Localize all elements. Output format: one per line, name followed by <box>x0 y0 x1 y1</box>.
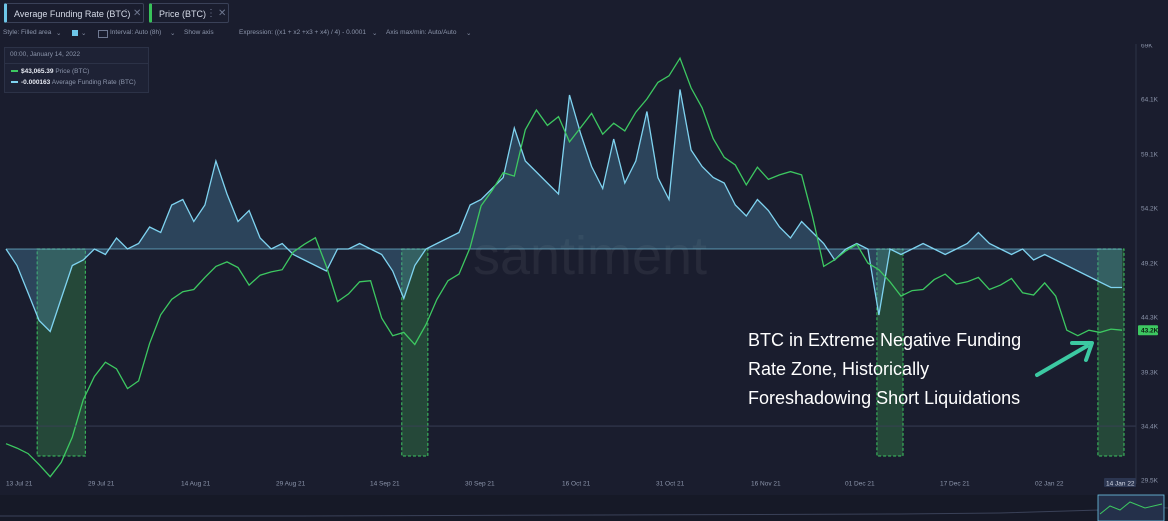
x-tick-label: 16 Oct 21 <box>562 481 591 488</box>
y-tick-label: 69K <box>1141 44 1153 50</box>
legend-funding-label: Average Funding Rate (BTC) <box>51 79 136 86</box>
y-tick-label: 34.4K <box>1141 424 1159 431</box>
y-tick-label: 49.2K <box>1141 261 1159 268</box>
more-icon[interactable]: ⋮ <box>206 8 216 19</box>
close-icon[interactable]: ✕ <box>218 8 227 19</box>
highlight-zone <box>401 248 429 457</box>
more-icon[interactable]: ⋮ <box>121 8 131 19</box>
y-tick-label: 29.5K <box>1141 478 1159 485</box>
x-tick-label: 16 Nov 21 <box>751 481 781 488</box>
x-tick-label: 13 Jul 21 <box>6 481 33 488</box>
show-axis-toggle[interactable]: Show axis <box>184 29 214 36</box>
tab-average-funding-rate[interactable]: Average Funding Rate (BTC) ⋮ ✕ <box>4 3 144 23</box>
legend-price-value: $43,065.39 <box>21 68 54 75</box>
settings-toolbar: Style: Filled area ⌄ ⌄ Interval: Auto (8… <box>0 27 1168 41</box>
x-tick-label: 02 Jan 22 <box>1035 481 1064 488</box>
style-selector[interactable]: Style: Filled area <box>3 29 52 36</box>
x-tick-label: 01 Dec 21 <box>845 481 875 488</box>
y-tick-label: 39.3K <box>1141 370 1159 377</box>
y-tick-label: 64.1K <box>1141 96 1159 103</box>
x-tick-label: 29 Jul 21 <box>88 481 115 488</box>
tab-label: Price (BTC) <box>159 9 206 19</box>
tab-label: Average Funding Rate (BTC) <box>14 9 131 19</box>
funding-line <box>5 89 1122 333</box>
chevron-down-icon[interactable]: ⌄ <box>466 30 472 37</box>
chevron-down-icon[interactable]: ⌄ <box>81 30 87 37</box>
legend-divider <box>5 63 148 64</box>
annotation-line: Rate Zone, Historically <box>748 359 930 379</box>
tooltip-legend: 00:00, January 14, 2022 $43,065.39 Price… <box>4 47 149 93</box>
annotation-text: BTC in Extreme Negative Funding Rate Zon… <box>748 326 1078 413</box>
x-tick-label: 14 Jan 22 <box>1106 481 1135 488</box>
current-price-label: 43.2K <box>1141 328 1159 335</box>
annotation-arrow <box>1035 341 1094 377</box>
top-tab-bar: Average Funding Rate (BTC) ⋮ ✕ Price (BT… <box>0 0 1168 26</box>
x-tick-label: 31 Oct 21 <box>656 481 685 488</box>
axis-maxmin-selector[interactable]: Axis max/min: Auto/Auto <box>386 29 457 36</box>
close-icon[interactable]: ✕ <box>133 8 142 19</box>
navigator-background <box>0 495 1168 521</box>
calendar-icon <box>98 30 108 38</box>
navigator-window[interactable] <box>1097 494 1165 521</box>
x-tick-label: 29 Aug 21 <box>276 481 306 488</box>
legend-row-funding: -0.000163 Average Funding Rate (BTC) <box>11 79 136 86</box>
price-series-swatch <box>11 70 18 73</box>
color-swatch[interactable] <box>72 30 78 36</box>
chart-canvas[interactable]: santiment 69K 64.1K 59.1K 54.2K 49.2K 44.3K 39… <box>0 44 1168 521</box>
legend-row-price: $43,065.39 Price (BTC) <box>11 68 89 75</box>
legend-date: 00:00, January 14, 2022 <box>10 51 81 58</box>
chevron-down-icon[interactable]: ⌄ <box>56 30 62 37</box>
watermark: santiment <box>473 226 707 286</box>
annotation-arrow-head <box>1070 341 1094 362</box>
funding-area <box>6 89 1122 332</box>
expression-field[interactable]: Expression: ((x1 + x2 +x3 + x4) / 4) - 0… <box>239 29 366 36</box>
current-price-badge <box>1138 325 1158 336</box>
x-tick-label: 30 Sep 21 <box>465 481 495 488</box>
funding-series-swatch <box>11 81 18 84</box>
x-tick-label: 14 Sep 21 <box>370 481 400 488</box>
annotation-line: BTC in Extreme Negative Funding <box>748 330 1022 350</box>
interval-selector[interactable]: Interval: Auto (8h) <box>110 29 162 36</box>
chevron-down-icon[interactable]: ⌄ <box>372 30 378 37</box>
y-tick-label: 54.2K <box>1141 205 1159 212</box>
highlight-zone <box>876 248 904 457</box>
highlight-zone <box>1097 248 1125 457</box>
navigator-price-line <box>1099 501 1163 515</box>
tab-price[interactable]: Price (BTC) ⋮ ✕ <box>149 3 229 23</box>
price-line <box>5 56 1123 478</box>
y-tick-label: 44.3K <box>1141 315 1159 322</box>
x-tick-label: 14 Aug 21 <box>181 481 211 488</box>
current-date-badge <box>1104 478 1136 487</box>
legend-funding-value: -0.000163 <box>21 79 51 86</box>
navigator-strip[interactable] <box>0 494 1168 521</box>
annotation-arrow-shaft <box>1035 344 1089 377</box>
x-tick-label: 17 Dec 21 <box>940 481 970 488</box>
chevron-down-icon[interactable]: ⌄ <box>170 30 176 37</box>
annotation-line: Foreshadowing Short Liquidations <box>748 388 1021 408</box>
y-tick-label: 59.1K <box>1141 152 1159 159</box>
legend-price-label: Price (BTC) <box>55 68 90 75</box>
